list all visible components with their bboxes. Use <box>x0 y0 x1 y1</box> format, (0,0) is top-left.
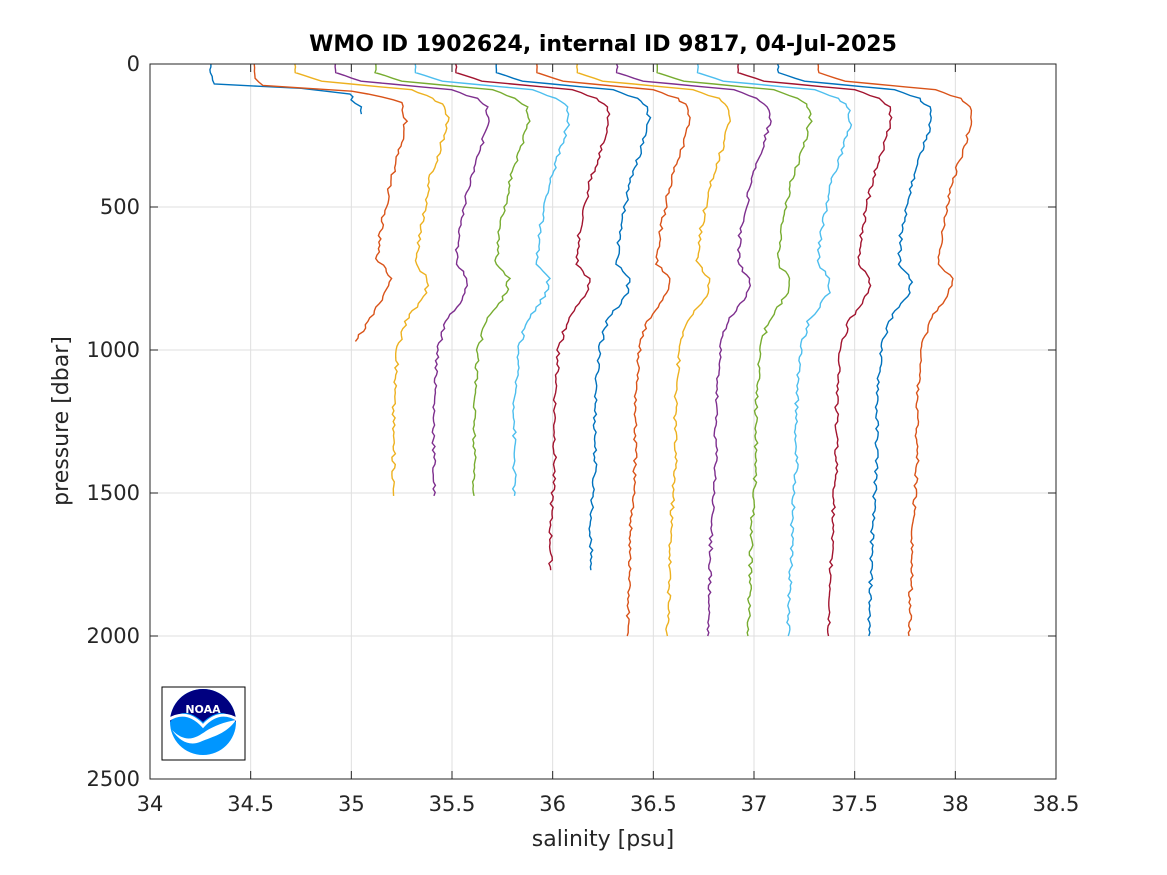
profile-lines <box>209 63 973 637</box>
y-tick-label: 0 <box>127 52 140 76</box>
salinity-profile-line <box>737 63 893 637</box>
y-tick-label: 1000 <box>87 338 140 362</box>
salinity-profile-line <box>334 63 490 497</box>
x-tick-label: 34 <box>137 792 164 816</box>
salinity-profile-line <box>294 63 450 496</box>
x-tick-label: 36 <box>539 792 566 816</box>
salinity-profile-line <box>576 63 732 637</box>
plot-area <box>209 63 973 637</box>
x-tick-label: 34.5 <box>227 792 274 816</box>
axes-box <box>149 63 1057 780</box>
x-tick-label: 36.5 <box>630 792 677 816</box>
salinity-profile-line <box>817 63 973 637</box>
grid-lines <box>150 64 1056 779</box>
salinity-profile-line <box>495 64 652 571</box>
y-axis-label: pressure [dbar] <box>49 336 74 506</box>
salinity-profile-line <box>455 63 611 571</box>
salinity-profile-line <box>536 63 691 637</box>
x-tick-label: 37 <box>741 792 768 816</box>
axis-ticks: 34 34.5 35 35.5 36 36.5 37 37.5 38 38.5 0 500 1000 15… <box>87 52 1080 816</box>
x-tick-label: 35 <box>338 792 365 816</box>
salinity-profile-line <box>253 63 409 342</box>
y-tick-label: 500 <box>100 195 140 219</box>
logo-text: NOAA <box>185 703 221 716</box>
noaa-logo-icon <box>167 689 239 755</box>
salinity-profile-line <box>414 63 571 497</box>
y-tick-label: 1500 <box>87 481 140 505</box>
x-tick-label: 38 <box>942 792 969 816</box>
x-tick-label: 35.5 <box>429 792 476 816</box>
salinity-profile-line <box>615 63 772 637</box>
salinity-profile-line <box>656 63 813 637</box>
chart-title: WMO ID 1902624, internal ID 9817, 04-Jul… <box>309 32 897 57</box>
salinity-profile-line <box>696 63 853 637</box>
y-tick-label: 2500 <box>87 767 140 791</box>
noaa-logo: NOAA <box>161 686 246 761</box>
x-axis-label: salinity [psu] <box>532 827 674 852</box>
y-tick-label: 2000 <box>87 624 140 648</box>
x-tick-label: 38.5 <box>1033 792 1080 816</box>
x-tick-label: 37.5 <box>831 792 878 816</box>
salinity-profile-line <box>374 63 531 497</box>
salinity-profile-line <box>776 63 932 637</box>
